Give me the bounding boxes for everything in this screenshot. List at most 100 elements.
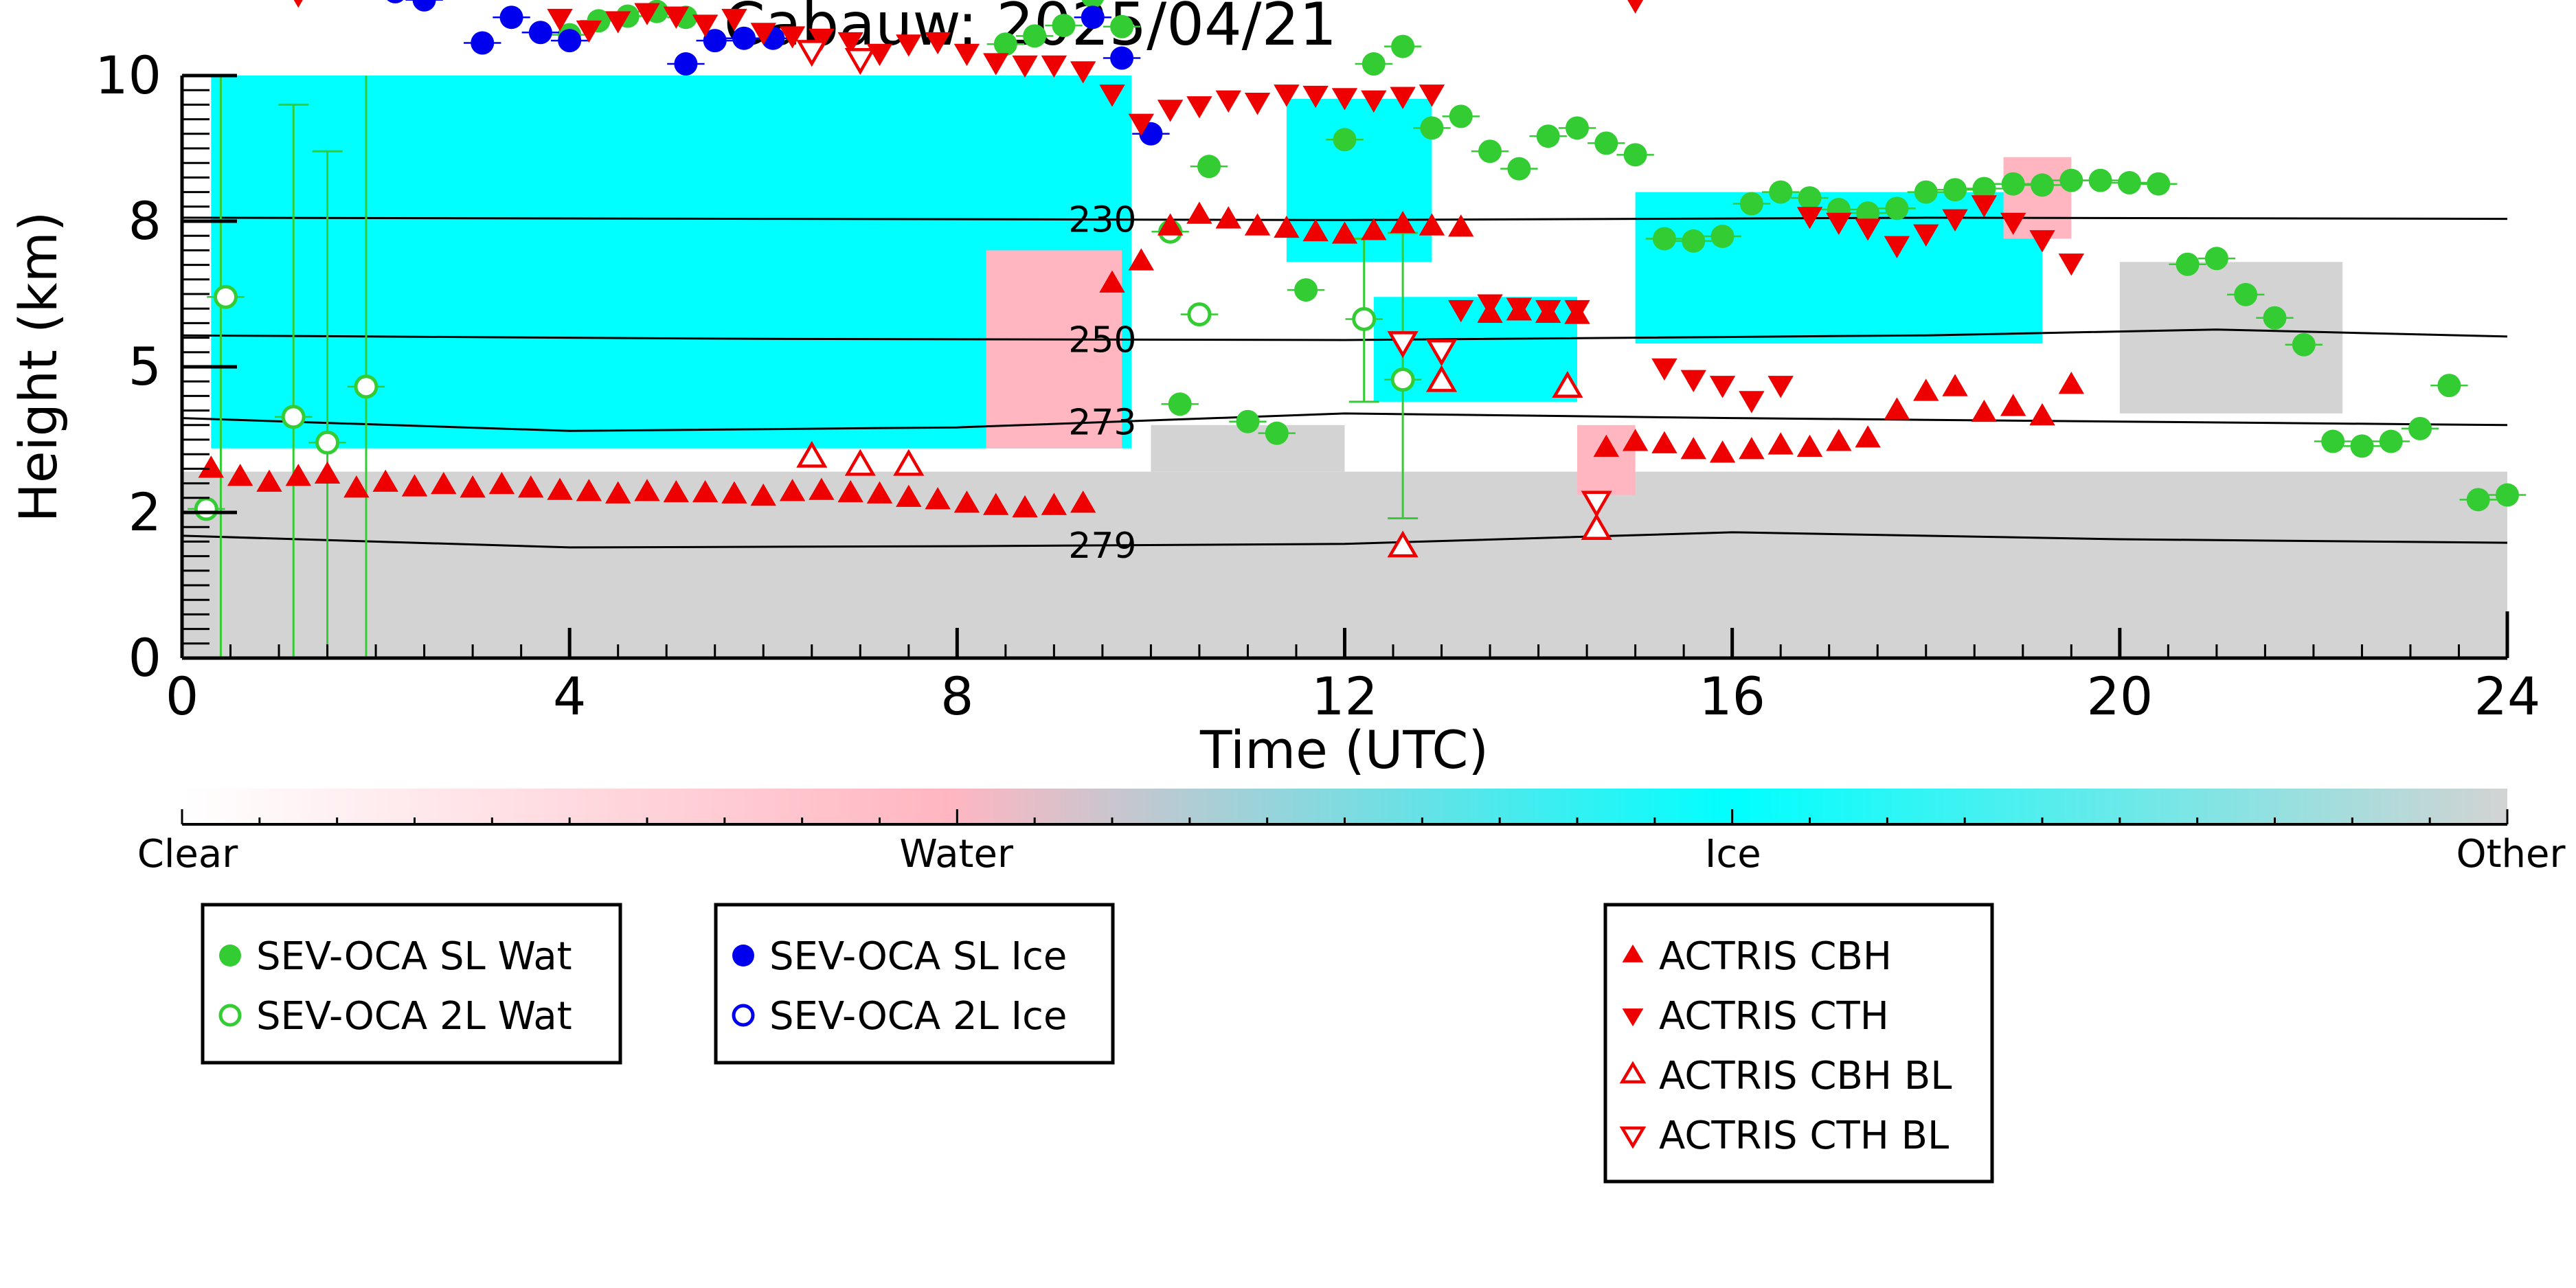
isotherm-273 bbox=[181, 412, 2508, 432]
series-actris-cbh-bl bbox=[796, 365, 1612, 558]
data-point bbox=[1651, 431, 1677, 453]
data-point bbox=[1581, 490, 1612, 518]
data-point bbox=[1709, 440, 1736, 463]
data-point bbox=[721, 481, 747, 504]
data-point bbox=[1236, 409, 1260, 433]
legend-marker bbox=[218, 1004, 242, 1027]
data-point bbox=[2000, 394, 2026, 416]
data-point bbox=[2292, 332, 2316, 357]
data-point bbox=[412, 0, 436, 12]
y-axis-ticks: 0 2 5 8 10 bbox=[95, 45, 237, 688]
data-point bbox=[547, 8, 573, 32]
data-point bbox=[2059, 168, 2083, 192]
data-point bbox=[194, 497, 218, 521]
data-point bbox=[1623, 143, 1647, 167]
data-point bbox=[1168, 392, 1192, 416]
data-point bbox=[1564, 300, 1590, 323]
data-point bbox=[1361, 90, 1387, 113]
data-point bbox=[953, 490, 980, 513]
data-point bbox=[953, 43, 980, 67]
legend-frame bbox=[201, 903, 622, 1065]
data-point bbox=[1352, 306, 1377, 331]
x-tick-label: 8 bbox=[940, 666, 973, 727]
data-point bbox=[1449, 104, 1473, 128]
data-point bbox=[1052, 14, 1076, 38]
data-point bbox=[1387, 530, 1419, 558]
data-point bbox=[796, 40, 828, 67]
data-point bbox=[1362, 52, 1386, 76]
data-point bbox=[1552, 371, 1583, 398]
data-point bbox=[460, 475, 486, 498]
data-point bbox=[1099, 270, 1125, 293]
data-point bbox=[732, 26, 756, 50]
data-point bbox=[1331, 221, 1358, 244]
data-point bbox=[1507, 157, 1531, 181]
data-point bbox=[198, 455, 225, 478]
legend-marker bbox=[732, 1004, 755, 1027]
data-point bbox=[1070, 490, 1096, 513]
data-point bbox=[1333, 128, 1357, 152]
data-point bbox=[213, 284, 238, 309]
data-point bbox=[314, 461, 341, 484]
data-point bbox=[1391, 34, 1415, 58]
legend-label: SEV-OCA 2L Ice bbox=[769, 994, 1067, 1039]
data-point bbox=[896, 34, 922, 57]
data-point bbox=[499, 5, 523, 30]
data-point bbox=[674, 52, 698, 76]
data-point bbox=[1157, 100, 1184, 122]
data-point bbox=[1739, 437, 1765, 460]
data-point bbox=[1855, 218, 1881, 241]
data-point bbox=[256, 469, 282, 492]
series-sev-oca-2l-wat bbox=[188, 219, 1422, 521]
data-series bbox=[188, 0, 2527, 558]
classification-colorbar: Clear Water Ice Other bbox=[137, 789, 2566, 877]
data-point bbox=[1652, 227, 1676, 251]
water-region bbox=[986, 250, 1122, 449]
data-point bbox=[703, 29, 727, 53]
data-point bbox=[1884, 397, 1910, 420]
data-point bbox=[1448, 300, 1474, 323]
data-point bbox=[1680, 437, 1706, 460]
data-point bbox=[893, 449, 925, 476]
data-point bbox=[1419, 213, 1445, 236]
data-point bbox=[372, 469, 398, 492]
legend-marker bbox=[1619, 1061, 1647, 1084]
colorbar-label-clear: Clear bbox=[137, 832, 238, 877]
data-point bbox=[1798, 186, 1822, 210]
data-point bbox=[1885, 196, 1909, 221]
data-point bbox=[1594, 131, 1618, 155]
data-point bbox=[1680, 370, 1706, 392]
data-point bbox=[1331, 88, 1358, 111]
data-point bbox=[779, 26, 806, 49]
data-point bbox=[1244, 93, 1271, 115]
data-point bbox=[1972, 177, 1996, 201]
data-point bbox=[1425, 365, 1458, 392]
data-point bbox=[2408, 416, 2432, 440]
isotherm-label-230: 230 bbox=[1068, 200, 1136, 241]
data-point bbox=[1769, 180, 1793, 204]
data-point bbox=[1566, 116, 1589, 140]
data-point bbox=[1622, 429, 1649, 451]
y-tick-label: 2 bbox=[128, 482, 161, 543]
data-point bbox=[1302, 218, 1329, 242]
data-point bbox=[1478, 139, 1502, 163]
data-point bbox=[1943, 178, 1967, 202]
series-actris-cth-bl bbox=[796, 40, 1612, 518]
data-point bbox=[1041, 493, 1067, 515]
data-point bbox=[1128, 248, 1155, 271]
data-point bbox=[1710, 225, 1735, 249]
data-point bbox=[692, 14, 719, 37]
data-point bbox=[2029, 403, 2055, 426]
y-tick-label: 8 bbox=[128, 190, 161, 251]
legend-marker bbox=[1622, 1008, 1644, 1027]
data-point bbox=[354, 374, 379, 399]
data-point bbox=[1826, 212, 1852, 236]
x-axis-label: Time (UTC) bbox=[1199, 719, 1489, 780]
data-point bbox=[925, 32, 951, 55]
y-tick-label: 0 bbox=[128, 627, 161, 688]
data-point bbox=[1361, 218, 1387, 240]
data-point bbox=[796, 440, 828, 468]
data-point bbox=[779, 479, 806, 501]
data-point bbox=[488, 471, 515, 495]
